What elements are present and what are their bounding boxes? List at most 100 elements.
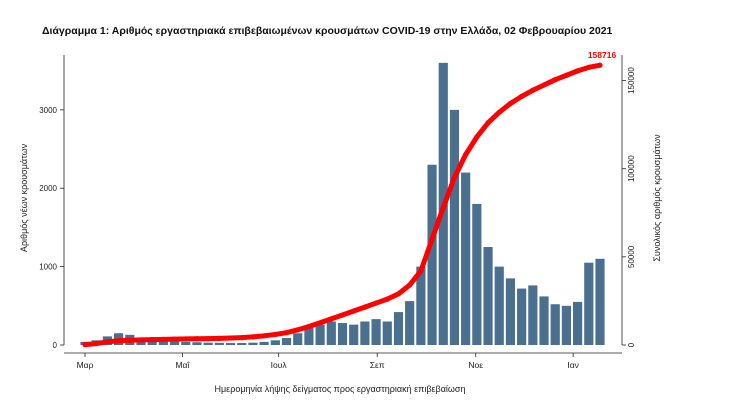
data-label-total: 158716 <box>588 50 617 60</box>
point-cumulative-cases <box>474 134 480 140</box>
point-cumulative-cases <box>261 333 267 339</box>
point-cumulative-cases <box>328 316 334 322</box>
point-cumulative-cases <box>205 336 211 342</box>
point-cumulative-cases <box>519 93 525 100</box>
bar-new-cases <box>405 301 415 345</box>
y-left-tick-label: 0 <box>53 341 58 350</box>
bar-new-cases <box>270 340 280 345</box>
bar-new-cases <box>237 343 247 345</box>
point-cumulative-cases <box>216 335 222 341</box>
bar-new-cases <box>539 296 549 345</box>
point-cumulative-cases <box>395 291 402 297</box>
bar-new-cases <box>371 319 381 345</box>
point-cumulative-cases <box>429 236 435 242</box>
point-cumulative-cases <box>138 337 144 343</box>
point-cumulative-cases <box>463 152 469 158</box>
x-tick-label: Ιαν <box>567 360 579 370</box>
point-cumulative-cases <box>239 335 245 341</box>
point-cumulative-cases <box>339 312 346 318</box>
bar-new-cases <box>169 341 180 345</box>
bar-new-cases <box>181 341 191 345</box>
point-cumulative-cases <box>362 304 368 310</box>
point-cumulative-cases <box>451 174 458 181</box>
point-cumulative-cases <box>272 331 278 338</box>
bar-new-cases <box>315 324 325 345</box>
bars-layer <box>80 62 605 346</box>
point-cumulative-cases <box>496 109 502 115</box>
bar-new-cases <box>304 327 314 345</box>
y-left-tick-label: 3000 <box>39 106 57 115</box>
bar-new-cases <box>472 203 482 345</box>
y-left-tick-label: 2000 <box>39 184 57 193</box>
point-cumulative-cases <box>160 336 166 342</box>
y-axis-left-label: Αριθμός νέων κρουσμάτων <box>19 143 29 252</box>
point-cumulative-cases <box>384 296 390 302</box>
axes-layer: 0 1000 2000 3000 0 50000 100000 150000 Μαρ Μαΐ Ιου… <box>39 55 636 370</box>
point-cumulative-cases <box>171 336 178 342</box>
point-cumulative-cases <box>295 327 301 333</box>
point-cumulative-cases <box>183 336 189 342</box>
point-cumulative-cases <box>104 339 110 345</box>
point-cumulative-cases <box>563 72 570 78</box>
bar-new-cases <box>494 266 504 345</box>
y-axis-right-label: Συνολικός αριθμός κρουσμάτων <box>652 134 662 262</box>
point-cumulative-cases <box>541 82 547 88</box>
bar-new-cases <box>461 172 471 345</box>
point-cumulative-cases <box>552 77 558 83</box>
point-cumulative-cases <box>82 342 88 348</box>
bar-new-cases <box>427 164 437 345</box>
point-cumulative-cases <box>351 308 357 314</box>
bar-new-cases <box>393 312 404 345</box>
bar-new-cases <box>248 342 258 345</box>
y-right-tick-label: 50000 <box>627 245 636 268</box>
point-cumulative-cases <box>283 330 290 336</box>
bar-new-cases <box>326 321 336 345</box>
x-tick-label: Ιουλ <box>271 360 288 370</box>
point-cumulative-cases <box>440 204 446 211</box>
y-right-tick-label: 150000 <box>627 67 636 94</box>
bar-new-cases <box>416 266 426 345</box>
point-cumulative-cases <box>530 87 536 93</box>
line-layer: 158716 <box>82 50 617 348</box>
point-cumulative-cases <box>93 340 99 347</box>
bar-new-cases <box>517 288 527 345</box>
bar-new-cases <box>214 342 224 345</box>
x-tick-label: Νοε <box>468 360 483 370</box>
bar-new-cases <box>595 258 605 345</box>
point-cumulative-cases <box>250 334 256 340</box>
bar-new-cases <box>203 342 213 345</box>
bar-new-cases <box>584 262 594 345</box>
bar-new-cases <box>281 337 292 345</box>
bar-new-cases <box>349 324 359 345</box>
chart-title: Διάγραμμα 1: Αριθμός εργαστηριακά επιβεβ… <box>42 25 613 37</box>
point-cumulative-cases <box>586 64 592 70</box>
point-cumulative-cases <box>575 68 581 74</box>
bar-new-cases <box>293 333 303 345</box>
bar-new-cases <box>573 301 583 345</box>
bar-new-cases <box>158 340 168 345</box>
y-left-tick-label: 1000 <box>39 263 57 272</box>
bar-new-cases <box>192 342 202 345</box>
x-axis-label: Ημερομηνία λήψης δείγματος προς εργαστηρ… <box>215 384 466 394</box>
point-cumulative-cases <box>149 337 155 343</box>
bar-new-cases <box>561 305 571 345</box>
bar-new-cases <box>550 304 560 345</box>
x-tick-label: Μαΐ <box>175 360 190 370</box>
point-cumulative-cases <box>227 335 234 341</box>
y-right-tick-label: 0 <box>627 342 636 347</box>
y-right-tick-label: 100000 <box>627 155 636 182</box>
x-tick-label: Μαρ <box>77 360 94 370</box>
bar-new-cases <box>505 278 516 345</box>
point-cumulative-cases <box>115 338 122 344</box>
bar-new-cases <box>225 343 236 345</box>
point-cumulative-cases <box>127 337 133 343</box>
bar-new-cases <box>360 321 370 345</box>
point-cumulative-cases <box>317 320 323 326</box>
point-cumulative-cases <box>507 100 514 107</box>
point-cumulative-cases <box>418 268 424 274</box>
x-tick-label: Σεπ <box>370 360 385 370</box>
bar-new-cases <box>483 247 493 345</box>
bar-new-cases <box>528 285 538 345</box>
